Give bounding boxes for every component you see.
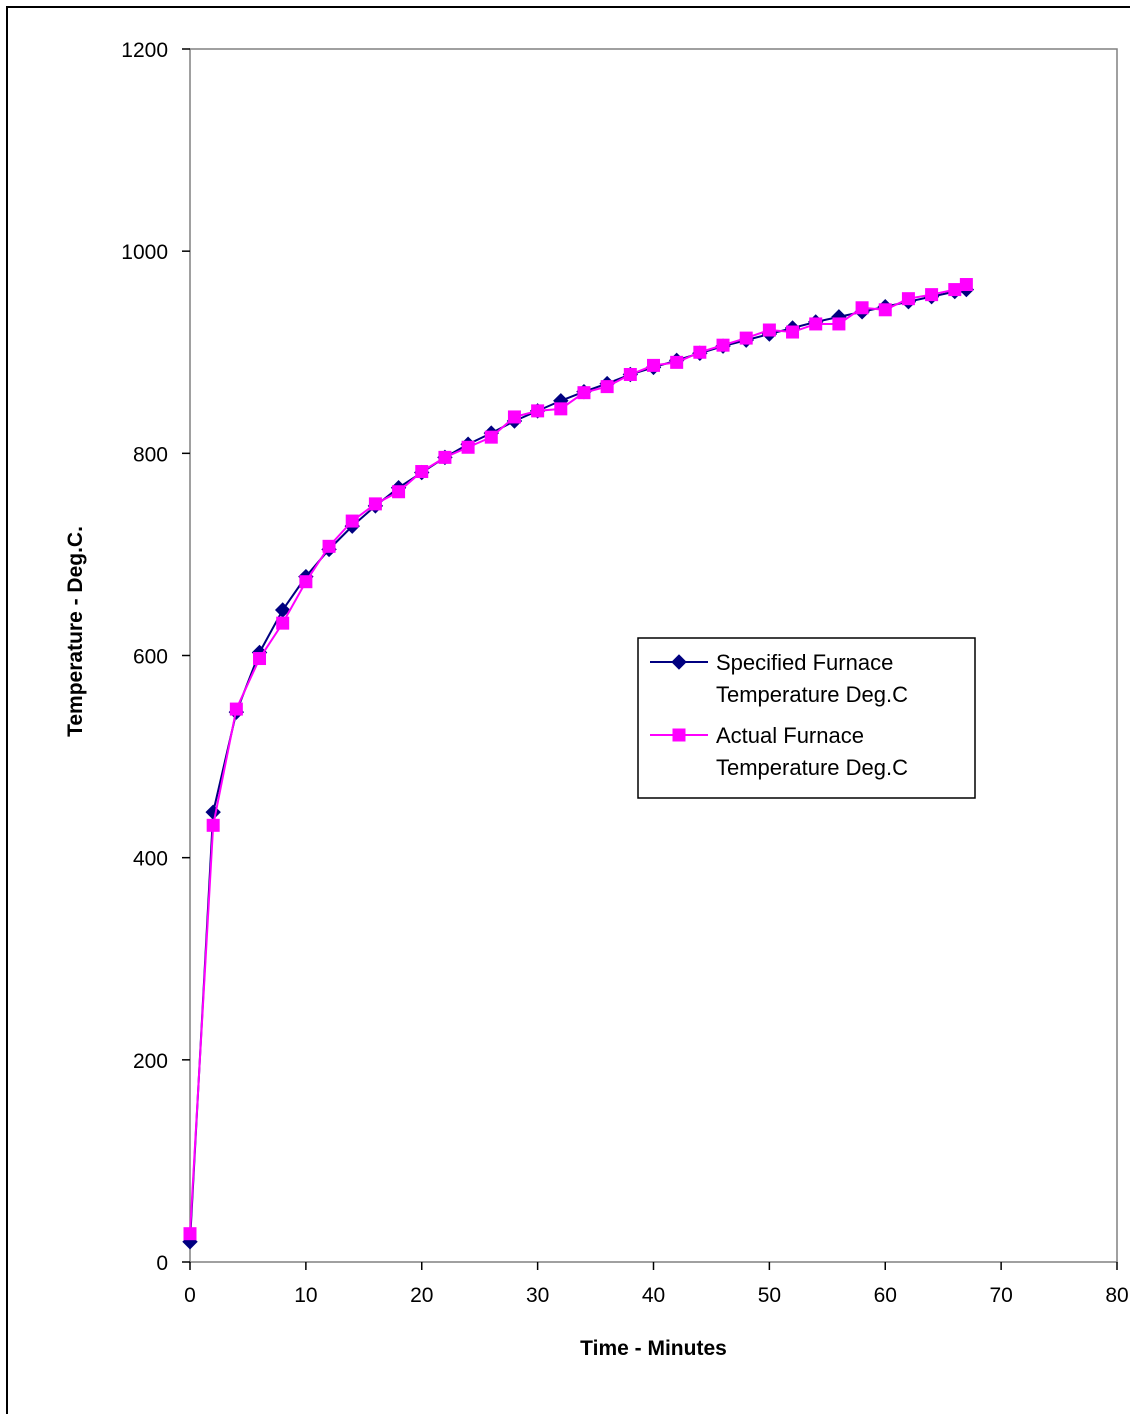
- chart-frame: [6, 6, 1130, 1414]
- data-point: [809, 317, 823, 331]
- data-point: [206, 818, 220, 832]
- y-tick-label: 800: [133, 443, 168, 466]
- data-point: [484, 430, 498, 444]
- series-layer: [182, 278, 975, 1250]
- data-point: [368, 497, 382, 511]
- x-tick-label: 80: [1105, 1284, 1128, 1307]
- data-point: [901, 292, 915, 306]
- y-tick-label: 400: [133, 848, 168, 871]
- data-point: [531, 404, 545, 418]
- data-point: [577, 386, 591, 400]
- legend-marker: [672, 728, 686, 742]
- x-tick-label: 60: [874, 1284, 897, 1307]
- legend: Specified Furnace Temperature Deg.C Actual…: [637, 637, 976, 799]
- data-point: [183, 1227, 197, 1241]
- data-point: [670, 355, 684, 369]
- data-point: [647, 358, 660, 372]
- data-point: [276, 616, 290, 630]
- x-tick-label: 70: [989, 1284, 1012, 1307]
- x-tick-label: 50: [758, 1284, 781, 1307]
- legend-label: Specified Furnace: [716, 650, 893, 675]
- data-point: [322, 539, 336, 553]
- data-point: [438, 450, 452, 464]
- data-point: [878, 303, 892, 317]
- data-point: [948, 283, 962, 297]
- legend-marker: [671, 654, 687, 670]
- y-tick-label: 1000: [121, 241, 168, 264]
- x-tick-label: 20: [410, 1284, 433, 1307]
- x-axis-title: Time - Minutes: [580, 1337, 727, 1360]
- y-axis-ticks: 0 200 400 600 800 1000 1200: [121, 39, 190, 1275]
- y-tick-label: 1200: [121, 39, 168, 62]
- data-point: [461, 440, 475, 454]
- data-point: [415, 465, 429, 479]
- data-point: [623, 367, 637, 381]
- data-point: [693, 345, 707, 359]
- data-point: [739, 331, 753, 345]
- x-tick-label: 0: [184, 1284, 196, 1307]
- x-tick-label: 10: [294, 1284, 317, 1307]
- x-tick-label: 40: [642, 1284, 665, 1307]
- data-point: [832, 317, 846, 331]
- data-point: [229, 702, 243, 716]
- data-point: [959, 278, 973, 292]
- data-point: [600, 380, 614, 394]
- data-point: [345, 514, 359, 528]
- data-point: [855, 301, 869, 315]
- y-axis-title: Temperature - Deg.C.: [64, 526, 87, 737]
- legend-label: Actual Furnace: [716, 723, 864, 748]
- data-point: [762, 323, 776, 337]
- y-tick-label: 0: [156, 1252, 168, 1275]
- data-point: [507, 410, 521, 424]
- y-tick-label: 600: [133, 646, 168, 669]
- legend-label: Temperature Deg.C: [716, 682, 908, 707]
- data-point: [786, 325, 800, 339]
- legend-box: [637, 637, 976, 799]
- data-point: [716, 338, 730, 352]
- y-tick-label: 200: [133, 1050, 168, 1073]
- series-2: [183, 278, 973, 1241]
- data-point: [253, 652, 267, 666]
- x-axis-ticks: 0 10 20 30 40 50 60 70 80: [184, 1262, 1129, 1307]
- data-point: [925, 288, 939, 302]
- data-point: [299, 575, 313, 589]
- data-point: [392, 485, 406, 499]
- data-point: [554, 402, 568, 416]
- x-tick-label: 30: [526, 1284, 549, 1307]
- legend-label: Temperature Deg.C: [716, 755, 908, 780]
